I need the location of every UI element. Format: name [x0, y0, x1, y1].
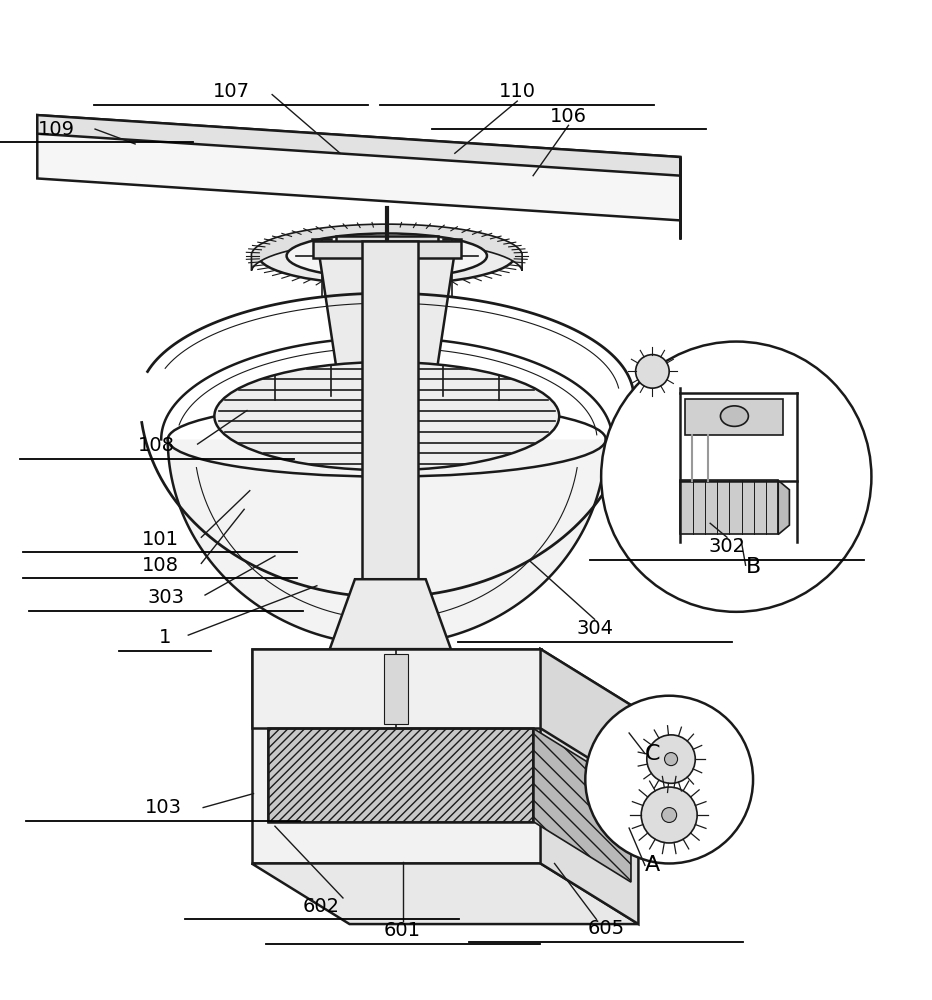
Text: 109: 109: [37, 120, 75, 139]
Text: B: B: [746, 557, 761, 577]
Ellipse shape: [214, 362, 559, 470]
Circle shape: [601, 342, 871, 612]
Text: C: C: [645, 744, 661, 764]
Circle shape: [636, 355, 669, 388]
Text: 304: 304: [576, 619, 613, 638]
Polygon shape: [313, 241, 460, 258]
Ellipse shape: [720, 406, 748, 426]
Bar: [268, 728, 533, 822]
Polygon shape: [252, 649, 541, 863]
Text: 103: 103: [144, 798, 182, 817]
Text: A: A: [645, 855, 660, 875]
Text: 303: 303: [147, 588, 185, 607]
Polygon shape: [685, 399, 783, 435]
Polygon shape: [363, 241, 418, 579]
Polygon shape: [385, 654, 408, 724]
Polygon shape: [336, 236, 438, 248]
Circle shape: [641, 787, 697, 843]
Polygon shape: [680, 480, 778, 534]
Text: 110: 110: [499, 82, 536, 101]
Text: 601: 601: [384, 921, 421, 940]
Polygon shape: [533, 728, 631, 882]
Polygon shape: [778, 480, 789, 534]
Polygon shape: [37, 115, 680, 176]
Ellipse shape: [287, 233, 487, 278]
Polygon shape: [320, 258, 454, 435]
Polygon shape: [37, 115, 680, 220]
Ellipse shape: [258, 227, 514, 285]
Text: 106: 106: [550, 107, 587, 126]
Circle shape: [585, 696, 753, 863]
Circle shape: [665, 753, 678, 766]
Circle shape: [647, 735, 695, 783]
Text: 108: 108: [142, 556, 179, 575]
Text: 1: 1: [158, 628, 171, 647]
Text: 602: 602: [303, 897, 340, 916]
Polygon shape: [541, 649, 638, 924]
Polygon shape: [252, 649, 541, 728]
Text: 605: 605: [587, 919, 624, 938]
Text: 101: 101: [142, 530, 179, 549]
Text: 108: 108: [138, 436, 175, 455]
Polygon shape: [168, 439, 606, 645]
Polygon shape: [252, 224, 522, 271]
Text: 302: 302: [708, 537, 746, 556]
Polygon shape: [330, 579, 451, 649]
Ellipse shape: [375, 251, 398, 260]
Circle shape: [662, 808, 677, 822]
Polygon shape: [252, 863, 638, 924]
Text: 107: 107: [212, 82, 250, 101]
Polygon shape: [541, 649, 638, 789]
